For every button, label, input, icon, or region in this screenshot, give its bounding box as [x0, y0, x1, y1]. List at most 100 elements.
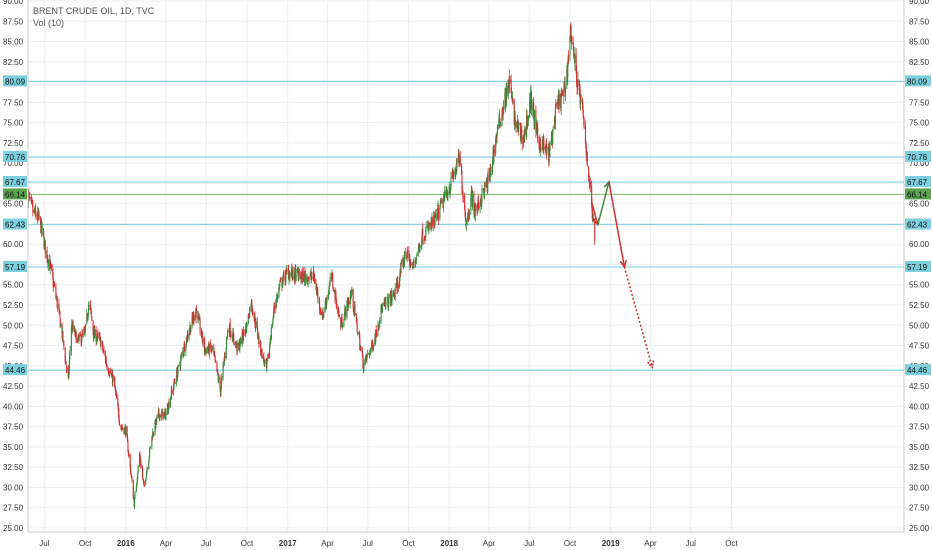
- candle-body: [515, 121, 517, 129]
- candle-body: [569, 37, 571, 56]
- candle-body: [393, 292, 395, 295]
- candle-body: [586, 152, 588, 166]
- candle-body: [346, 300, 348, 303]
- candle-body: [196, 310, 198, 319]
- level-value-left: 70.76: [5, 153, 26, 162]
- candle-body: [517, 120, 519, 124]
- candle-body: [78, 337, 80, 341]
- candle-body: [409, 257, 411, 268]
- candle-body: [142, 479, 145, 483]
- candle-body: [572, 42, 574, 45]
- candle-body: [348, 301, 350, 305]
- candle-body: [417, 250, 419, 256]
- candle-body: [359, 347, 361, 351]
- candle-body: [176, 372, 179, 379]
- candle-body: [170, 389, 172, 399]
- candle-body: [530, 92, 533, 109]
- level-value-left: 67.67: [5, 178, 26, 187]
- candle-body: [230, 334, 232, 336]
- candle-body: [75, 331, 77, 332]
- candle-body: [306, 276, 308, 282]
- candle-body: [55, 286, 57, 298]
- candle-body: [100, 342, 102, 347]
- candle-body: [143, 482, 145, 485]
- candle-body: [478, 206, 480, 209]
- candle-body: [122, 428, 124, 430]
- level-value-right: 44.46: [907, 366, 928, 375]
- candle-body: [125, 426, 127, 436]
- candle-body: [179, 364, 181, 366]
- y-tick-label-right: 72.50: [909, 139, 930, 148]
- candle-body: [330, 277, 333, 279]
- candle-body: [127, 442, 129, 452]
- x-tick-label: Oct: [564, 539, 577, 548]
- candle-body: [554, 107, 556, 125]
- candle-body: [477, 199, 479, 207]
- candle-body: [324, 300, 326, 311]
- candle-body: [508, 76, 510, 90]
- candle-body: [83, 331, 85, 336]
- candle-body: [81, 333, 83, 341]
- candle-body: [136, 478, 138, 483]
- level-tag-right: [905, 150, 931, 162]
- level-value-right: 67.67: [907, 178, 928, 187]
- candle-body: [438, 208, 440, 220]
- candle-body: [382, 303, 384, 306]
- candle-body: [459, 154, 461, 157]
- candle-body: [103, 350, 105, 354]
- y-tick-label-left: 42.50: [3, 382, 24, 391]
- candle-body: [450, 177, 452, 187]
- candle-body: [410, 261, 412, 265]
- y-tick-label-left: 25.00: [3, 524, 24, 533]
- candle-body: [474, 206, 476, 217]
- y-tick-label-right: 55.00: [909, 281, 930, 290]
- candle-body: [292, 267, 294, 276]
- candle-body: [473, 194, 475, 214]
- candle-body: [227, 331, 229, 333]
- candle-body: [120, 424, 122, 429]
- candle-body: [190, 327, 192, 333]
- candle-body: [332, 277, 334, 287]
- candle-body: [484, 182, 486, 187]
- candle-body: [540, 150, 542, 152]
- candle-body: [142, 477, 144, 480]
- candle-body: [224, 355, 226, 358]
- candle-body: [266, 361, 268, 369]
- candle-body: [267, 353, 269, 359]
- candlestick-series: [27, 22, 596, 510]
- candle-body: [72, 323, 74, 330]
- candle-body: [496, 133, 498, 139]
- candle-body: [226, 331, 229, 338]
- support-resistance-levels[interactable]: [28, 80, 904, 371]
- candle-body: [133, 497, 135, 500]
- candle-body: [535, 122, 537, 133]
- candle-body: [446, 193, 448, 195]
- candle-body: [362, 355, 364, 369]
- candle-body: [108, 372, 110, 375]
- candle-body: [215, 359, 217, 362]
- level-tag-left: [3, 150, 27, 162]
- forecast-arrows[interactable]: [591, 180, 655, 370]
- candle-body: [412, 266, 414, 268]
- candle-body: [358, 331, 360, 338]
- candle-body: [96, 333, 99, 338]
- candle-body: [58, 303, 60, 311]
- candle-body: [29, 196, 31, 199]
- candle-body: [173, 380, 175, 388]
- candle-body: [414, 260, 416, 263]
- candle-body: [75, 332, 77, 344]
- candle-body: [279, 280, 281, 283]
- candle-body: [340, 323, 342, 327]
- candle-body: [407, 249, 409, 257]
- candle-body: [304, 274, 306, 281]
- candle-body: [574, 53, 576, 63]
- candle-body: [442, 199, 444, 209]
- candle-body: [555, 103, 557, 104]
- candle-body: [522, 137, 525, 146]
- candle-body: [300, 278, 302, 280]
- candle-body: [468, 211, 471, 215]
- y-tick-label-right: 30.00: [909, 483, 930, 492]
- candle-body: [70, 327, 72, 352]
- candle-body: [583, 118, 585, 119]
